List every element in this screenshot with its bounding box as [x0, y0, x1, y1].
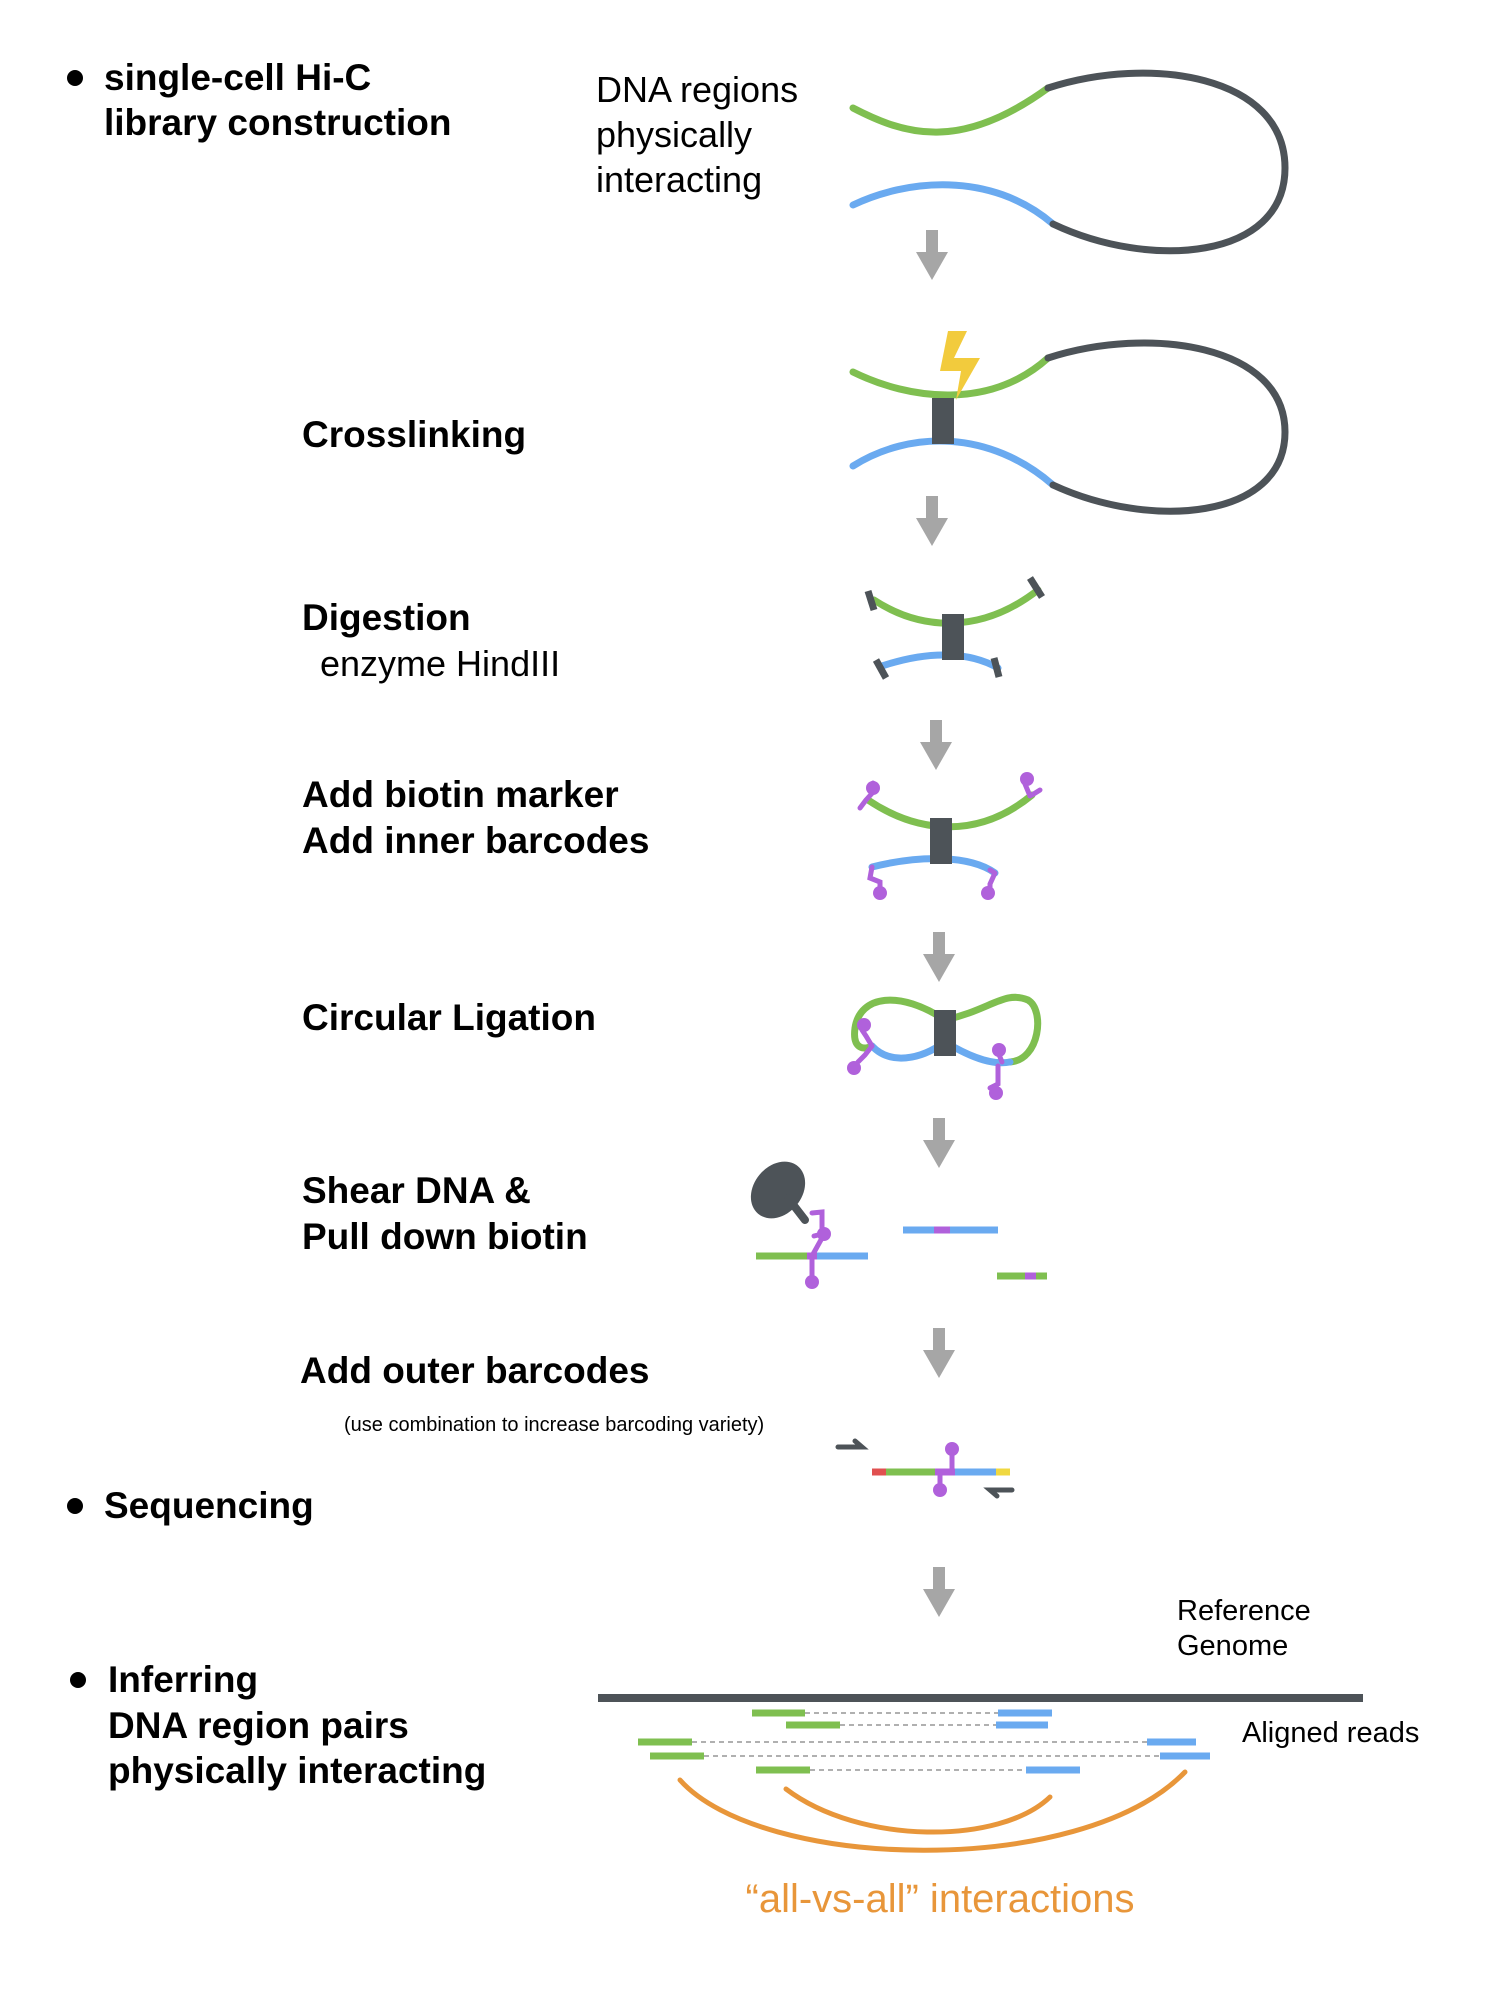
pulled-biotin-stem-up — [809, 1236, 825, 1258]
aligned-reads-label: Aligned reads — [1242, 1717, 1419, 1749]
bullet-sequencing — [67, 1498, 83, 1514]
inferring-title-line2: DNA region pairs — [108, 1705, 409, 1746]
cut-end-4 — [990, 657, 1003, 678]
down-arrow-1 — [916, 230, 948, 280]
down-arrow-5 — [923, 1118, 955, 1168]
outer-biotin-marker-top — [945, 1442, 959, 1456]
crosslink-green-strand — [849, 354, 1052, 399]
interaction-arcs — [677, 1769, 1188, 1853]
interaction-arc-inner — [783, 1786, 1053, 1835]
biotin-marker-4 — [981, 886, 995, 900]
sequencing-title: Sequencing — [104, 1485, 314, 1526]
inferring-title-line3: physically interacting — [108, 1750, 486, 1791]
down-arrow-6 — [923, 1328, 955, 1378]
ligation-marker-4 — [989, 1086, 1003, 1100]
biotin-figure — [857, 772, 1043, 900]
shear-figure — [750, 1161, 1047, 1289]
outer-biotin-marker-bottom — [933, 1483, 947, 1497]
biotin-marker-1 — [866, 781, 880, 795]
ligation-figure — [847, 993, 1042, 1100]
biotin-marker-3 — [873, 886, 887, 900]
intro-green-strand — [849, 84, 1052, 136]
interaction-arc-outer — [677, 1769, 1188, 1853]
down-arrow-4 — [923, 932, 955, 982]
cut-end-3 — [872, 658, 890, 680]
crosslink-blue-strand — [849, 437, 1057, 489]
forward-primer-icon — [835, 1438, 869, 1450]
inferring-title-line1: Inferring — [108, 1659, 258, 1700]
crosslink-protein-block — [932, 398, 954, 444]
cut-end-1 — [864, 589, 878, 612]
pulled-biotin-marker-bottom — [805, 1275, 819, 1289]
cut-end-2 — [1027, 576, 1045, 599]
digest-protein-block — [942, 614, 964, 660]
library-title-line1: single-cell Hi-C — [104, 57, 371, 98]
step-shear-label-line1: Shear DNA & — [302, 1170, 531, 1211]
step-outer-barcodes-label: Add outer barcodes — [300, 1350, 650, 1391]
step-outer-barcodes-note: (use combination to increase barcoding v… — [344, 1414, 764, 1436]
ligation-linker-3 — [987, 1063, 1001, 1091]
biotin-marker-2 — [1020, 772, 1034, 786]
intro-label-line1: DNA regions — [596, 69, 798, 110]
biotin-protein-block — [930, 818, 952, 864]
ligation-marker-2 — [857, 1018, 871, 1032]
ligation-marker-1 — [847, 1061, 861, 1075]
crosslink-loop-strand — [1044, 339, 1289, 515]
down-arrow-2 — [916, 496, 948, 546]
all-vs-all-interactions-label: “all-vs-all” interactions — [746, 1877, 1135, 1921]
step-crosslinking-label: Crosslinking — [302, 414, 526, 455]
ligation-linker-1 — [855, 1043, 875, 1065]
library-title-line2: library construction — [104, 102, 451, 143]
bullet-inferring — [70, 1672, 86, 1688]
intro-dna-loop — [849, 69, 1289, 255]
outer-barcode-figure — [835, 1438, 1015, 1499]
step-biotin-label-line1: Add biotin marker — [302, 774, 619, 815]
step-ligation-label: Circular Ligation — [302, 997, 596, 1038]
reverse-primer-icon — [983, 1487, 1015, 1499]
digest-blue-fragment — [878, 651, 1002, 672]
reference-genome-label-line2: Genome — [1177, 1630, 1288, 1662]
bullet-library — [67, 70, 83, 86]
intro-label-line2: physically — [596, 114, 752, 155]
down-arrow-7 — [923, 1567, 955, 1617]
ligation-green-strand — [851, 996, 949, 1052]
intro-loop-strand — [1044, 69, 1289, 255]
step-arrows — [916, 230, 955, 1617]
aligned-read-pairs — [638, 1709, 1210, 1774]
down-arrow-3 — [920, 720, 952, 770]
ligation-marker-3 — [992, 1043, 1006, 1057]
step-biotin-label-line2: Add inner barcodes — [302, 820, 649, 861]
lightning-bolt-icon — [940, 331, 980, 400]
ligation-protein-block — [934, 1010, 956, 1056]
ligation-green-strand-right — [941, 993, 1042, 1066]
bead-tether — [784, 1194, 809, 1224]
step-digestion-enzyme: enzyme HindIII — [320, 643, 560, 684]
crosslinking-figure — [849, 331, 1289, 515]
step-shear-label-line2: Pull down biotin — [302, 1216, 588, 1257]
digestion-figure — [864, 576, 1045, 680]
intro-label-line3: interacting — [596, 159, 762, 200]
ligation-linker-2 — [859, 1027, 875, 1049]
reference-genome-label-line1: Reference — [1177, 1595, 1311, 1627]
intro-blue-strand — [849, 181, 1057, 228]
pulled-biotin-marker-top — [817, 1227, 831, 1241]
step-digestion-label: Digestion — [302, 597, 471, 638]
